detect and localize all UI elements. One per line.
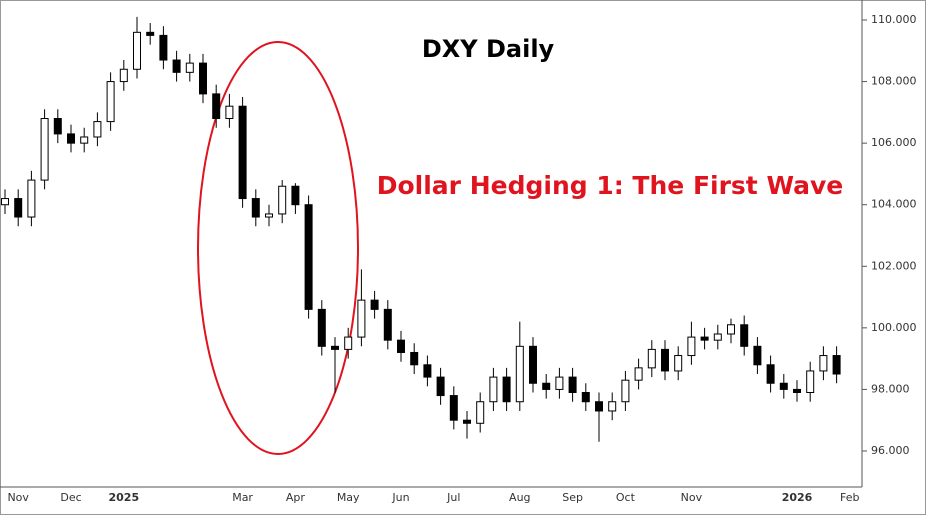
candle-body bbox=[14, 198, 23, 218]
candle-body bbox=[621, 379, 630, 403]
x-tick-label: Jun bbox=[391, 491, 409, 504]
candle-body bbox=[832, 355, 841, 375]
candle-body bbox=[529, 345, 537, 384]
annotation: Dollar Hedging 1: The First Wave bbox=[377, 171, 844, 200]
candle-body bbox=[304, 204, 313, 310]
y-tick-label: 102.000 bbox=[871, 259, 917, 272]
candle-body bbox=[581, 391, 590, 403]
candle-body bbox=[779, 382, 788, 390]
candle-body bbox=[793, 388, 801, 393]
x-tick-label: Aug bbox=[509, 491, 530, 504]
candle-body bbox=[199, 62, 207, 95]
candle-body bbox=[370, 299, 379, 310]
candle-body bbox=[397, 339, 405, 353]
candle-body bbox=[515, 345, 524, 403]
candle-body bbox=[225, 105, 234, 120]
candle-body bbox=[53, 118, 62, 135]
candle-body bbox=[251, 198, 260, 218]
candle-body bbox=[146, 31, 155, 36]
candle-body bbox=[687, 336, 696, 357]
candle-body bbox=[661, 348, 669, 372]
candle-body bbox=[449, 395, 458, 421]
candle-body bbox=[159, 34, 168, 61]
candle-body bbox=[383, 308, 392, 341]
x-tick-label: Oct bbox=[616, 491, 636, 504]
candle-body bbox=[423, 364, 432, 378]
candle-body bbox=[291, 185, 300, 206]
candle-body bbox=[568, 376, 577, 393]
x-tick-label: 2025 bbox=[108, 491, 139, 504]
candle-body bbox=[463, 419, 471, 424]
candle-body bbox=[80, 136, 89, 144]
x-tick-label: Nov bbox=[681, 491, 703, 504]
candle-body bbox=[766, 364, 775, 384]
candle-body bbox=[595, 401, 603, 412]
candle-body bbox=[436, 376, 445, 397]
y-tick-label: 104.000 bbox=[871, 198, 917, 211]
y-tick-label: 96.000 bbox=[871, 444, 910, 457]
y-tick-label: 110.000 bbox=[871, 13, 917, 26]
candle-body bbox=[212, 93, 221, 120]
y-tick-label: 98.000 bbox=[871, 382, 910, 395]
candle-body bbox=[608, 401, 617, 412]
x-tick-label: 2026 bbox=[782, 491, 813, 504]
candle-body bbox=[67, 133, 75, 144]
y-tick-label: 100.000 bbox=[871, 321, 917, 334]
x-tick-label: Dec bbox=[60, 491, 81, 504]
candle-body bbox=[819, 355, 828, 372]
candle-body bbox=[172, 59, 181, 73]
x-tick-label: Apr bbox=[286, 491, 306, 504]
candle-body bbox=[713, 333, 722, 341]
x-tick-label: May bbox=[337, 491, 360, 504]
candle-body bbox=[502, 376, 511, 403]
highlight-ellipse bbox=[197, 41, 359, 455]
candle-body bbox=[278, 185, 287, 215]
x-tick-label: Mar bbox=[232, 491, 253, 504]
candle-body bbox=[317, 308, 326, 347]
candle-body bbox=[357, 299, 366, 338]
candle-body bbox=[27, 179, 36, 218]
chart-title: DXY Daily bbox=[422, 35, 555, 63]
candle-body bbox=[647, 348, 656, 369]
y-tick-label: 106.000 bbox=[871, 136, 917, 149]
x-tick-label: Nov bbox=[7, 491, 29, 504]
candle-body bbox=[753, 345, 762, 366]
candle-body bbox=[185, 62, 194, 73]
candle-body bbox=[674, 355, 683, 372]
candle-body bbox=[806, 370, 815, 393]
candle-body bbox=[410, 351, 419, 366]
candle-body bbox=[119, 68, 128, 83]
candle-body bbox=[106, 81, 115, 123]
y-tick-label: 108.000 bbox=[871, 75, 917, 88]
candle-body bbox=[476, 401, 485, 424]
candle-body bbox=[238, 105, 247, 200]
candle-body bbox=[93, 121, 102, 138]
candle-body bbox=[331, 345, 339, 350]
candle-body bbox=[727, 324, 735, 335]
candle-body bbox=[555, 376, 564, 390]
candle-body bbox=[40, 118, 49, 181]
candle-body bbox=[489, 376, 498, 403]
candle-body bbox=[700, 336, 709, 341]
x-tick-label: Jul bbox=[446, 491, 460, 504]
candle-body bbox=[344, 336, 353, 350]
candle-body bbox=[542, 382, 551, 390]
candle-body bbox=[634, 367, 643, 381]
candle-body bbox=[1, 198, 9, 206]
candle-body bbox=[133, 31, 141, 70]
x-tick-label: Sep bbox=[562, 491, 583, 504]
x-tick-label: Feb bbox=[840, 491, 859, 504]
candle-body bbox=[740, 324, 749, 347]
candle-body bbox=[265, 213, 273, 218]
